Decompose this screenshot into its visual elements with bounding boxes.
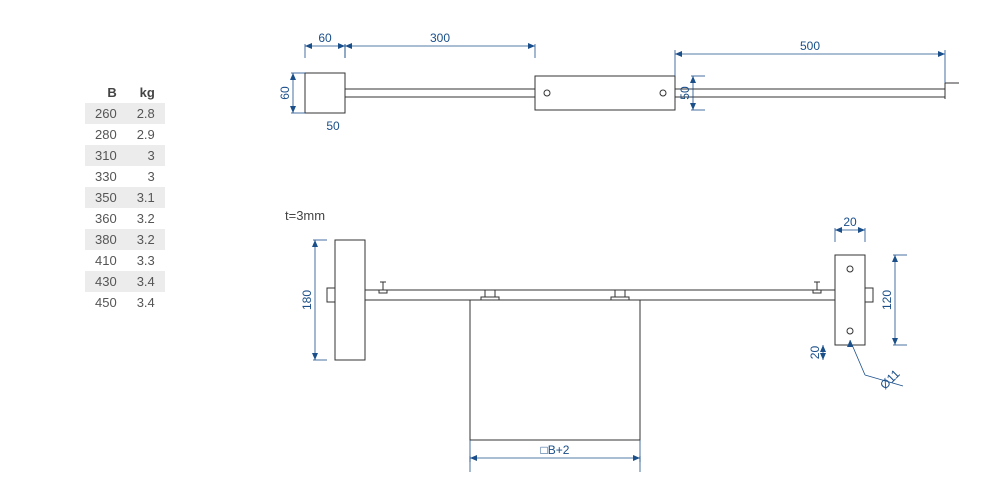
svg-text:□B+2: □B+2 (541, 443, 570, 457)
svg-text:50: 50 (326, 119, 340, 133)
svg-text:60: 60 (318, 31, 332, 45)
thickness-note: t=3mm (285, 208, 325, 223)
table-row: 4103.3 (85, 250, 165, 271)
table-row: 4303.4 (85, 271, 165, 292)
top-view: 60 300 500 60 50 50 (275, 30, 975, 150)
table-row: 3803.2 (85, 229, 165, 250)
svg-text:120: 120 (880, 290, 894, 310)
svg-text:Ø11: Ø11 (877, 367, 903, 393)
svg-text:20: 20 (843, 215, 857, 229)
svg-text:50: 50 (678, 86, 692, 100)
svg-text:60: 60 (278, 86, 292, 100)
table-row: 2602.8 (85, 103, 165, 124)
svg-text:300: 300 (430, 31, 450, 45)
col-b: B (85, 82, 127, 103)
table-row: 3303 (85, 166, 165, 187)
spec-table-body: 2602.82802.9310333033503.13603.23803.241… (85, 103, 165, 313)
table-row: 2802.9 (85, 124, 165, 145)
col-kg: kg (127, 82, 165, 103)
svg-text:180: 180 (300, 290, 314, 310)
spec-table: B kg 2602.82802.9310333033503.13603.2380… (85, 82, 165, 313)
table-row: 3603.2 (85, 208, 165, 229)
table-row: 3103 (85, 145, 165, 166)
svg-text:500: 500 (800, 39, 820, 53)
svg-text:20: 20 (808, 346, 822, 360)
table-row: 4503.4 (85, 292, 165, 313)
table-row: 3503.1 (85, 187, 165, 208)
front-view: t=3mm 180 □B+2 20 120 20 Ø11 (275, 200, 975, 480)
